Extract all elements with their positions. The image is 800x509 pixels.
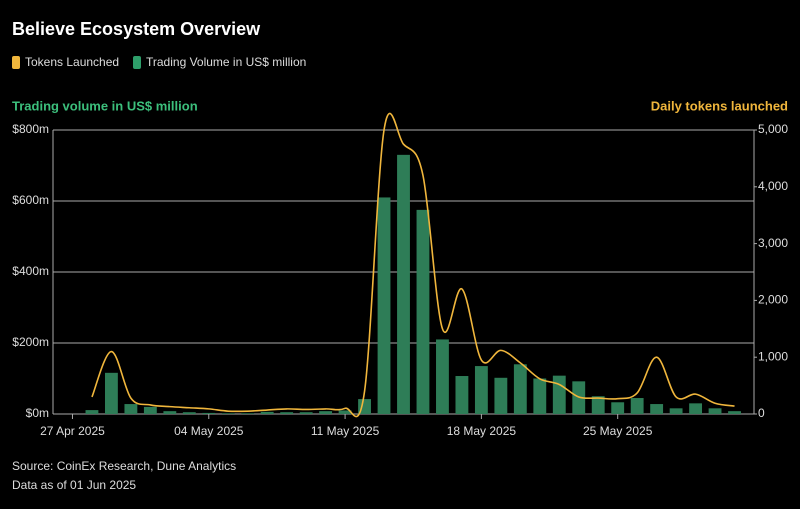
bar — [591, 396, 605, 414]
source: Source: CoinEx Research, Dune Analytics — [12, 459, 236, 473]
bar — [221, 413, 235, 414]
bar — [299, 412, 313, 414]
bar — [202, 412, 216, 414]
bar — [669, 408, 683, 414]
y2-tick-label: 2,000 — [758, 293, 788, 307]
bar — [630, 398, 644, 414]
y2-tick-label: 4,000 — [758, 179, 788, 193]
bar — [338, 410, 352, 414]
bar — [280, 412, 294, 414]
bar — [533, 378, 547, 414]
x-tick-label: 04 May 2025 — [174, 424, 244, 438]
bar — [377, 197, 391, 414]
bar — [85, 410, 99, 414]
y-tick-label: $400m — [12, 264, 49, 278]
bar — [319, 411, 333, 414]
bar — [552, 375, 566, 414]
bar — [494, 377, 508, 414]
note: Data as of 01 Jun 2025 — [12, 478, 136, 492]
bar — [650, 404, 664, 414]
bar — [728, 411, 741, 414]
y-tick-label: $600m — [12, 193, 49, 207]
bar — [611, 402, 625, 414]
bar — [397, 154, 410, 414]
legend-label: Trading Volume in US$ million — [146, 55, 306, 69]
bar — [436, 339, 449, 414]
bar — [474, 366, 488, 414]
y2-tick-label: 1,000 — [758, 349, 788, 363]
bar — [455, 376, 469, 414]
legend-swatch — [133, 56, 141, 69]
y-tick-label: $200m — [12, 335, 49, 349]
bar — [689, 403, 703, 414]
y-tick-label: $0m — [26, 406, 49, 420]
x-tick-label: 11 May 2025 — [311, 424, 380, 438]
x-tick-label: 27 Apr 2025 — [40, 424, 105, 438]
bar — [513, 364, 527, 414]
x-tick-label: 18 May 2025 — [447, 424, 517, 438]
y2-tick-label: 5,000 — [758, 122, 788, 136]
y2-tick-label: 0 — [758, 406, 765, 420]
bar — [163, 411, 177, 414]
bar — [708, 408, 722, 414]
line — [91, 112, 735, 418]
bar — [241, 413, 255, 414]
y2-axis-title: Daily tokens launched — [651, 98, 788, 113]
y-tick-label: $800m — [12, 122, 49, 136]
bar — [416, 209, 430, 414]
bar — [104, 372, 118, 414]
y2-tick-label: 3,000 — [758, 236, 788, 250]
legend-swatch — [12, 56, 20, 69]
chart-title: Believe Ecosystem Overview — [12, 19, 261, 39]
x-tick-label: 25 May 2025 — [583, 424, 653, 438]
bar — [124, 404, 138, 414]
bar — [182, 412, 196, 414]
bar — [143, 406, 157, 414]
legend-label: Tokens Launched — [25, 55, 119, 69]
y-axis-title: Trading volume in US$ million — [12, 98, 198, 113]
bar — [260, 411, 274, 414]
